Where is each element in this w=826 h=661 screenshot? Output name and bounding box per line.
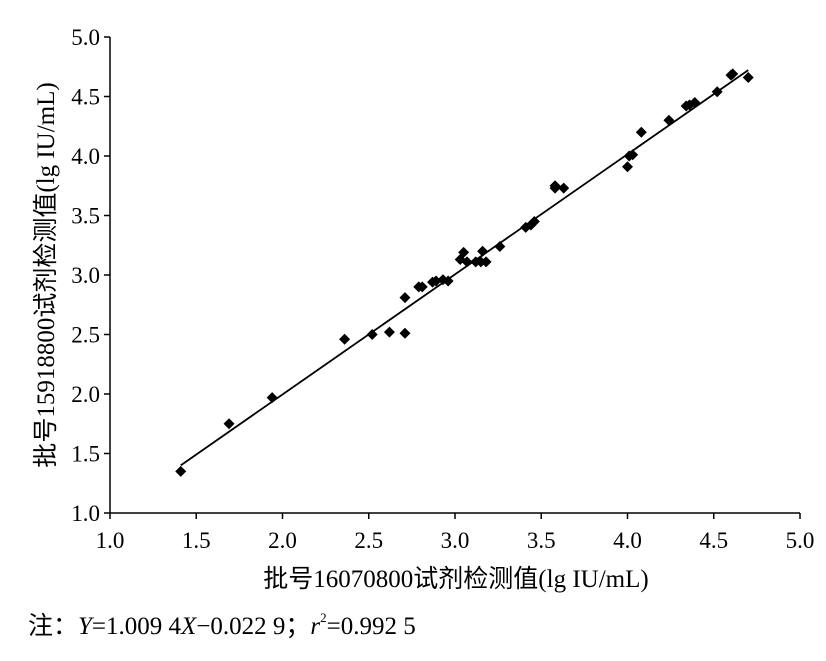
data-point — [458, 246, 470, 258]
x-tick-label: 5.0 — [786, 528, 815, 553]
note-r-var: r — [310, 613, 321, 640]
data-point — [663, 114, 675, 126]
y-tick-label: 2.0 — [71, 382, 100, 407]
x-tick-label: 3.5 — [527, 528, 556, 553]
data-point — [689, 96, 701, 108]
data-point — [742, 71, 754, 83]
data-point — [266, 392, 278, 404]
y-tick-label: 1.0 — [71, 501, 100, 526]
y-tick-label: 5.0 — [71, 25, 100, 50]
data-point — [399, 327, 411, 339]
data-point — [711, 86, 723, 98]
x-tick-label: 2.5 — [354, 528, 383, 553]
regression-line — [180, 69, 749, 467]
x-tick-label: 1.0 — [96, 528, 125, 553]
x-tick-label: 2.0 — [268, 528, 297, 553]
note-eq-b: −0.022 9； — [196, 613, 311, 640]
data-point — [399, 292, 411, 304]
data-point — [494, 240, 506, 252]
data-point — [528, 215, 540, 227]
data-point — [442, 275, 454, 287]
data-point — [430, 275, 442, 287]
data-point — [383, 326, 395, 338]
plot-area: 1.0 1.5 2.0 2.5 3.0 3.5 4.0 4.5 5.0 1.0 1.5 2.0 2.5 3… — [71, 25, 814, 553]
data-point — [627, 149, 639, 161]
data-point — [339, 333, 351, 345]
y-tick-label: 3.5 — [71, 204, 100, 229]
data-point — [416, 281, 428, 293]
y-tick-label: 4.5 — [71, 85, 100, 110]
x-axis-title: 批号16070800试剂检测值(lg IU/mL) — [263, 565, 648, 593]
note-eq-a: =1.009 4 — [91, 613, 182, 640]
note-y-var: Y — [78, 613, 92, 640]
data-point — [635, 126, 647, 138]
y-tick-label: 1.5 — [71, 442, 100, 467]
data-point — [622, 161, 633, 173]
data-point — [477, 245, 489, 257]
x-tick-label: 1.5 — [182, 528, 211, 553]
data-point — [558, 182, 570, 194]
data-point — [461, 256, 473, 268]
regression-note: 注：Y=1.009 4X−0.022 9；r2=0.992 5 — [28, 606, 416, 642]
data-point — [480, 256, 492, 268]
y-tick-label: 2.5 — [71, 323, 100, 348]
x-tick-label: 3.0 — [441, 528, 470, 553]
y-tick-label: 3.0 — [71, 263, 100, 288]
note-prefix: 注： — [28, 613, 79, 640]
y-axis-title: 批号15918800试剂检测值(lg IU/mL) — [32, 82, 60, 467]
note-r-value: =0.992 5 — [326, 613, 416, 640]
x-tick-label: 4.0 — [613, 528, 642, 553]
data-point — [366, 329, 378, 340]
data-point — [175, 465, 187, 477]
note-x-var: X — [181, 613, 197, 640]
data-point — [727, 68, 739, 80]
data-point — [549, 182, 561, 194]
x-tick-label: 4.5 — [699, 528, 728, 553]
y-tick-label: 4.0 — [71, 144, 100, 169]
data-point — [223, 418, 235, 430]
note-r-exponent: 2 — [320, 610, 327, 625]
